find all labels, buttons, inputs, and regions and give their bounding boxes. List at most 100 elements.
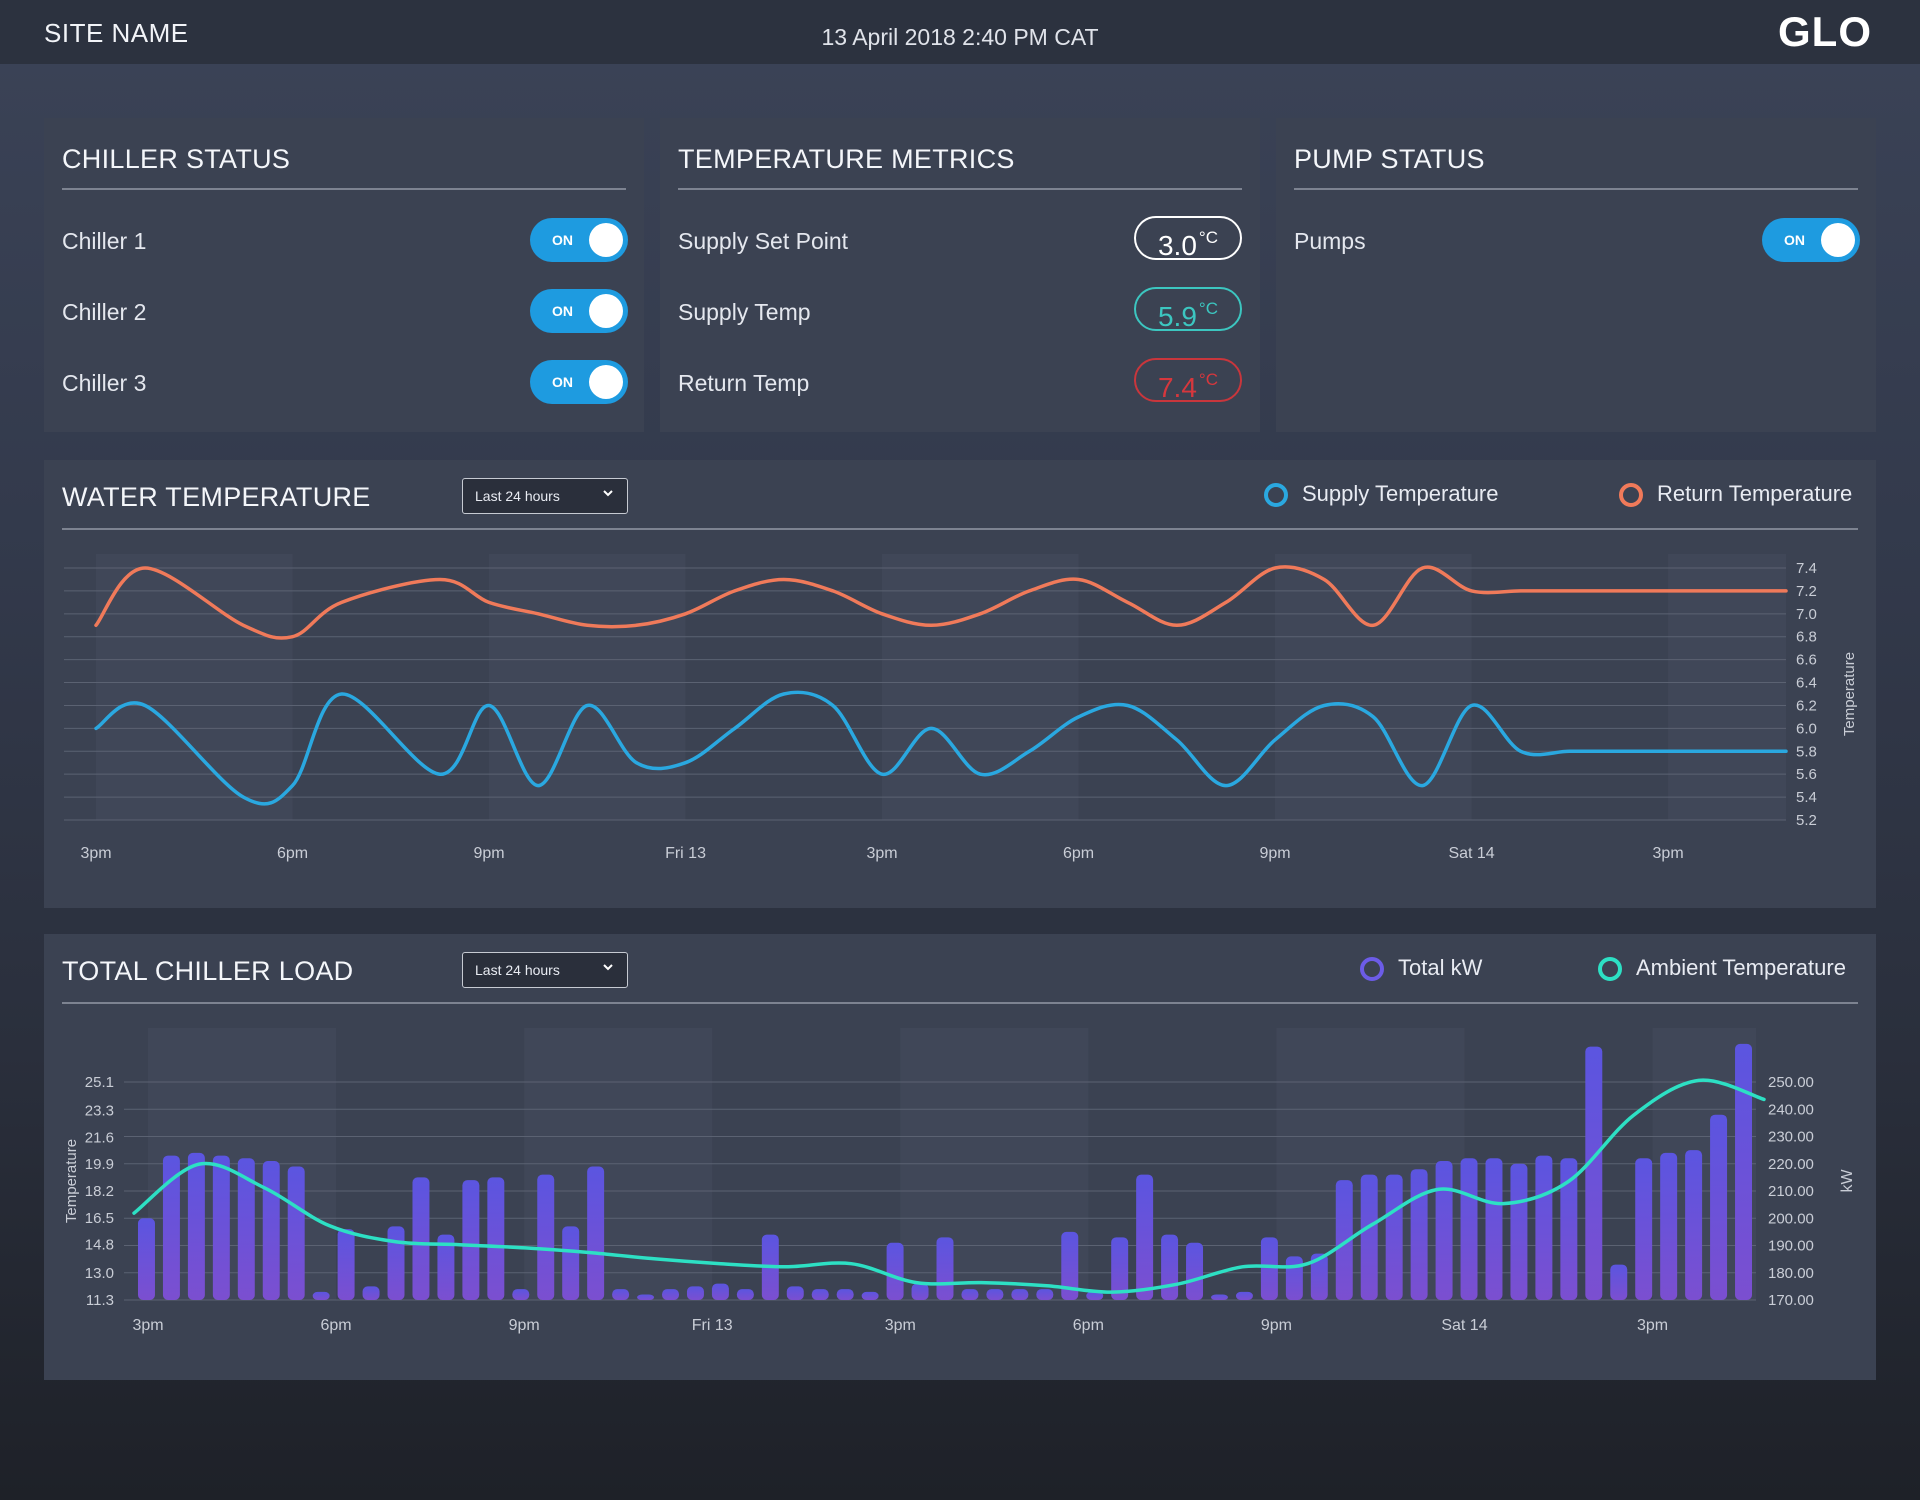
- chiller-2-toggle[interactable]: ON: [530, 289, 628, 333]
- kw-bar: [986, 1289, 1004, 1300]
- y-right-tick-label: 230.00: [1768, 1129, 1814, 1146]
- site-name: SITE NAME: [44, 18, 189, 48]
- y-tick-label: 5.4: [1796, 789, 1817, 806]
- kw-bar: [1260, 1237, 1278, 1300]
- kw-bar: [587, 1166, 605, 1300]
- supply-legend-ring-icon: [1264, 483, 1288, 507]
- pumps-label: Pumps: [1294, 228, 1366, 254]
- temperature-metrics-title: TEMPERATURE METRICS: [678, 144, 1015, 174]
- y-left-tick-label: 16.5: [85, 1210, 114, 1227]
- water-temp-range-select[interactable]: Last 24 hours: [462, 478, 628, 514]
- chiller-3-toggle[interactable]: ON: [530, 360, 628, 404]
- divider: [62, 188, 626, 190]
- x-tick-label: Fri 13: [692, 1317, 733, 1334]
- divider: [1294, 188, 1858, 190]
- y-right-tick-label: 220.00: [1768, 1156, 1814, 1173]
- total-chiller-load-panel: TOTAL CHILLER LOAD Last 24 hours Total k…: [44, 934, 1876, 1380]
- kw-bar: [1360, 1174, 1378, 1300]
- y-left-tick-label: 14.8: [85, 1237, 114, 1254]
- x-tick-label: 3pm: [132, 1317, 163, 1334]
- chart-shade-band: [882, 554, 1079, 820]
- toggle-knob: [589, 294, 623, 328]
- kw-bar: [1485, 1158, 1503, 1300]
- kw-bar: [362, 1286, 380, 1300]
- x-tick-label: Sat 14: [1448, 845, 1494, 862]
- chiller-status-title: CHILLER STATUS: [62, 144, 291, 174]
- metric-value: 3.0: [1157, 230, 1197, 261]
- kw-bar: [1186, 1242, 1204, 1300]
- top-bar: SITE NAME 13 April 2018 2:40 PM CAT GLO: [0, 0, 1920, 64]
- kw-bar: [337, 1229, 355, 1300]
- chart-shade-band: [1275, 554, 1472, 820]
- chiller-load-range-select[interactable]: Last 24 hours: [462, 952, 628, 988]
- x-tick-label: Fri 13: [665, 845, 706, 862]
- kw-bar: [836, 1289, 854, 1300]
- x-tick-label: 6pm: [321, 1317, 352, 1334]
- x-tick-label: 9pm: [1260, 845, 1291, 862]
- logo-text: GLO: [1778, 8, 1872, 55]
- kw-bar: [1510, 1163, 1528, 1300]
- kw-bar: [1410, 1169, 1428, 1300]
- ambient-legend-ring-icon: [1598, 957, 1622, 981]
- supply-temperature-line: [94, 690, 1788, 806]
- x-tick-label: 3pm: [80, 845, 111, 862]
- toggle-knob: [589, 223, 623, 257]
- x-tick-label: 3pm: [1653, 845, 1684, 862]
- kw-bar: [711, 1283, 729, 1300]
- kw-bar: [1710, 1114, 1728, 1300]
- x-tick-label: 9pm: [473, 845, 504, 862]
- kw-bar: [1036, 1289, 1054, 1300]
- divider: [62, 1002, 1858, 1004]
- water-temperature-panel: WATER TEMPERATURE Last 24 hours Supply T…: [44, 460, 1876, 908]
- chart-shade-band: [489, 554, 686, 820]
- kw-bar: [1211, 1294, 1228, 1300]
- kw-bar: [911, 1283, 929, 1300]
- toggle-state-label: ON: [552, 232, 573, 248]
- chiller-2-label: Chiller 2: [62, 299, 147, 325]
- y-right-tick-label: 200.00: [1768, 1210, 1814, 1227]
- metric-value: 5.9: [1157, 301, 1197, 332]
- chiller-1-toggle[interactable]: ON: [530, 218, 628, 262]
- kw-bar: [287, 1166, 305, 1300]
- kw-bar: [1235, 1291, 1253, 1300]
- y-left-tick-label: 21.6: [85, 1129, 114, 1146]
- kw-bar: [1086, 1291, 1104, 1300]
- kw-bar: [562, 1226, 580, 1300]
- supply-set-point-label: Supply Set Point: [678, 228, 849, 254]
- y-tick-label: 6.0: [1796, 720, 1817, 737]
- select-value: Last 24 hours: [475, 488, 560, 504]
- kw-bar: [1111, 1237, 1129, 1300]
- chiller-status-panel: CHILLER STATUS Chiller 1 ON Chiller 2 ON…: [44, 118, 644, 432]
- temperature-metrics-panel: TEMPERATURE METRICS Supply Set Point 3.0…: [660, 118, 1260, 432]
- kw-bar: [412, 1177, 430, 1300]
- kw-bar: [437, 1234, 455, 1300]
- water-temperature-title: WATER TEMPERATURE: [62, 482, 371, 512]
- kw-bar: [736, 1289, 754, 1300]
- pump-status-title: PUMP STATUS: [1294, 144, 1485, 174]
- y-right-axis-title: kW: [1839, 1169, 1856, 1193]
- kw-bar: [212, 1155, 230, 1300]
- kw-bar: [1560, 1158, 1578, 1300]
- kw-bar: [387, 1226, 405, 1300]
- chevron-down-icon: [603, 490, 613, 497]
- y-left-tick-label: 23.3: [85, 1102, 114, 1119]
- legend-label: Supply Temperature: [1302, 481, 1499, 506]
- y-right-tick-label: 250.00: [1768, 1074, 1814, 1091]
- y-tick-label: 7.0: [1796, 606, 1817, 623]
- x-tick-label: 3pm: [885, 1317, 916, 1334]
- kw-bar: [187, 1152, 205, 1300]
- y-left-tick-label: 25.1: [85, 1074, 114, 1091]
- pump-status-panel: PUMP STATUS Pumps ON: [1276, 118, 1876, 432]
- kw-bar: [1610, 1264, 1628, 1300]
- chart-shade-band: [1668, 554, 1786, 820]
- current-datetime: 13 April 2018 2:40 PM CAT: [821, 24, 1099, 50]
- pumps-toggle[interactable]: ON: [1762, 218, 1860, 262]
- divider: [678, 188, 1242, 190]
- degree-unit: °C: [1198, 299, 1218, 318]
- kw-bar: [637, 1294, 655, 1300]
- y-right-tick-label: 240.00: [1768, 1101, 1814, 1118]
- y-left-tick-label: 13.0: [85, 1265, 114, 1282]
- kw-bar: [861, 1291, 879, 1300]
- divider: [62, 528, 1858, 530]
- x-tick-label: 6pm: [1063, 845, 1094, 862]
